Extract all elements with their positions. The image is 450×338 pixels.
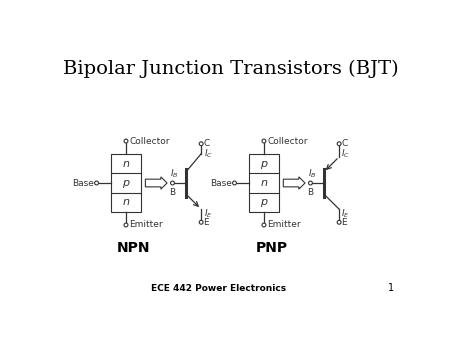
- Circle shape: [171, 181, 175, 185]
- Text: Collector: Collector: [267, 137, 307, 146]
- Text: Bipolar Junction Transistors (BJT): Bipolar Junction Transistors (BJT): [63, 60, 398, 78]
- Text: Emitter: Emitter: [267, 220, 301, 230]
- Circle shape: [337, 220, 341, 224]
- Text: $I_B$: $I_B$: [308, 167, 317, 180]
- Text: $I_E$: $I_E$: [203, 208, 212, 220]
- Text: $I_B$: $I_B$: [170, 167, 179, 180]
- Circle shape: [309, 181, 312, 185]
- FancyArrow shape: [145, 177, 167, 189]
- Text: C: C: [342, 139, 348, 148]
- Circle shape: [124, 139, 128, 143]
- Text: Base: Base: [210, 178, 232, 188]
- Text: Emitter: Emitter: [129, 220, 163, 230]
- Text: $I_C$: $I_C$: [342, 147, 351, 160]
- Circle shape: [233, 181, 236, 185]
- Circle shape: [199, 220, 203, 224]
- Text: $I_C$: $I_C$: [203, 147, 212, 160]
- Text: 1: 1: [388, 283, 394, 293]
- Text: E: E: [342, 218, 347, 227]
- Text: E: E: [203, 218, 209, 227]
- Text: ECE 442 Power Electronics: ECE 442 Power Electronics: [152, 284, 287, 293]
- Text: n: n: [122, 197, 130, 207]
- Circle shape: [94, 181, 99, 185]
- Text: Base: Base: [72, 178, 94, 188]
- Bar: [249, 154, 279, 212]
- Text: p: p: [122, 178, 130, 188]
- Text: NPN: NPN: [117, 241, 150, 255]
- Bar: [111, 154, 141, 212]
- Text: $I_E$: $I_E$: [342, 208, 350, 220]
- Text: Collector: Collector: [129, 137, 170, 146]
- Circle shape: [337, 142, 341, 146]
- Circle shape: [262, 223, 266, 227]
- Text: p: p: [261, 197, 267, 207]
- FancyArrow shape: [284, 177, 305, 189]
- Circle shape: [199, 142, 203, 146]
- Text: n: n: [122, 159, 130, 169]
- Text: B: B: [170, 188, 176, 197]
- Text: B: B: [307, 188, 314, 197]
- Text: PNP: PNP: [256, 241, 288, 255]
- Circle shape: [262, 139, 266, 143]
- Text: p: p: [261, 159, 267, 169]
- Text: n: n: [261, 178, 267, 188]
- Text: C: C: [203, 139, 210, 148]
- Circle shape: [124, 223, 128, 227]
